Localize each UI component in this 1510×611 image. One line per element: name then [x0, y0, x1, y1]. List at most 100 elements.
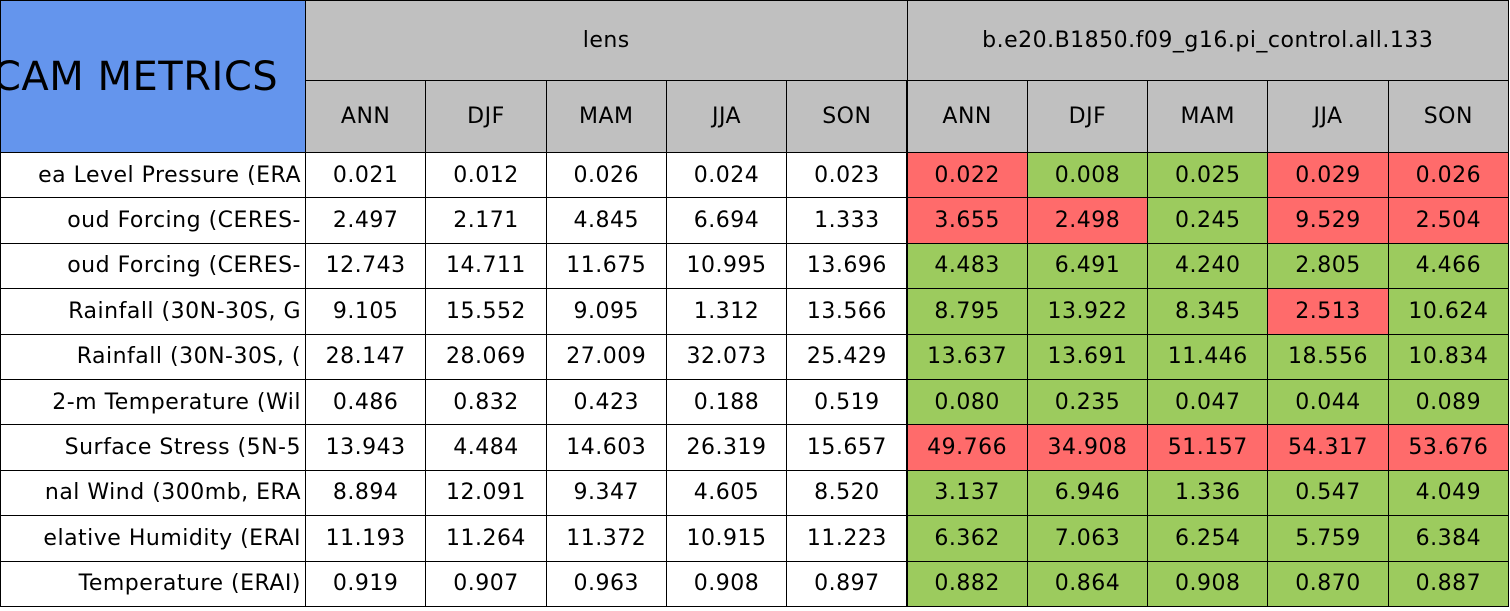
metric-cell-text: 9.105: [332, 298, 399, 324]
metric-cell-text: 8.345: [1175, 298, 1241, 324]
row-label-text: Temperature (ERAI): [78, 571, 301, 597]
metric-cell-text: 0.044: [1295, 389, 1361, 415]
season-header: MAM: [1147, 80, 1269, 153]
metric-cell-text: 25.429: [806, 344, 887, 370]
metric-cell: 0.025: [1147, 152, 1269, 199]
group-header-text: lens: [582, 28, 630, 53]
metric-cell: 15.657: [786, 424, 908, 471]
metric-cell: 0.908: [1147, 560, 1269, 607]
metric-cell-text: 0.519: [814, 389, 880, 415]
metric-cell: 1.333: [786, 197, 908, 244]
metric-cell: 11.193: [305, 515, 427, 562]
metric-cell-text: 8.520: [814, 480, 880, 506]
season-header-text: MAM: [1180, 104, 1235, 129]
metric-cell-text: 0.080: [934, 389, 1000, 415]
metric-cell-text: 0.907: [453, 571, 519, 597]
season-header: ANN: [305, 80, 427, 153]
metric-cell: 25.429: [786, 333, 908, 380]
title-cell: CAM METRICS: [0, 0, 306, 153]
metric-cell: 12.091: [425, 469, 547, 517]
metric-cell: 2.171: [425, 197, 547, 244]
metric-cell-text: 5.759: [1295, 525, 1361, 551]
season-header-text: JJA: [1313, 104, 1343, 129]
metric-cell-text: 28.069: [445, 344, 526, 370]
metric-cell-text: 0.026: [573, 162, 639, 188]
row-label-text: elative Humidity (ERAI: [43, 525, 301, 551]
metric-cell: 8.894: [305, 469, 427, 517]
metric-cell-text: 1.312: [693, 298, 760, 324]
season-header-text: SON: [822, 104, 872, 129]
row-label-text: oud Forcing (CERES-: [67, 253, 301, 279]
metric-cell-text: 4.466: [1415, 253, 1482, 279]
metric-cell: 2.805: [1267, 242, 1389, 290]
metric-cell: 0.188: [665, 379, 788, 426]
metric-cell-text: 11.193: [325, 525, 406, 551]
metric-cell-text: 10.834: [1408, 344, 1489, 370]
metric-cell-text: 2.805: [1295, 253, 1361, 279]
metric-cell: 9.105: [305, 288, 427, 335]
metric-cell-text: 7.063: [1054, 525, 1121, 551]
metric-cell: 3.655: [906, 197, 1028, 244]
metric-cell: 11.675: [545, 242, 667, 290]
metric-cell: 0.008: [1026, 152, 1149, 199]
metric-cell: 27.009: [545, 333, 667, 380]
metric-cell: 0.080: [906, 379, 1028, 426]
metric-cell: 0.864: [1026, 560, 1149, 607]
metric-cell-text: 0.029: [1295, 162, 1361, 188]
row-label: oud Forcing (CERES-: [0, 242, 306, 290]
metric-cell-text: 0.047: [1175, 389, 1241, 415]
metric-cell: 0.021: [305, 152, 427, 199]
metric-cell: 13.922: [1026, 288, 1149, 335]
metric-cell: 8.345: [1147, 288, 1269, 335]
metric-cell-text: 4.484: [453, 435, 519, 461]
metric-cell: 0.023: [786, 152, 908, 199]
metric-cell-text: 10.915: [686, 525, 767, 551]
metric-cell: 49.766: [906, 424, 1028, 471]
metric-cell: 0.908: [665, 560, 788, 607]
metric-cell: 28.069: [425, 333, 547, 380]
metric-cell: 13.691: [1026, 333, 1149, 380]
metric-cell: 14.603: [545, 424, 667, 471]
metric-cell: 12.743: [305, 242, 427, 290]
metric-cell-text: 0.864: [1054, 571, 1121, 597]
metric-cell-text: 13.922: [1047, 298, 1128, 324]
row-label: Rainfall (30N-30S, G: [0, 288, 306, 335]
metric-cell-text: 2.171: [453, 208, 519, 234]
metric-cell: 10.834: [1387, 333, 1509, 380]
metric-cell-text: 3.655: [934, 208, 1000, 234]
group-header-text: b.e20.B1850.f09_g16.pi_control.all.133: [982, 28, 1434, 53]
metric-cell: 6.384: [1387, 515, 1509, 562]
metric-cell: 7.063: [1026, 515, 1149, 562]
metric-cell-text: 13.696: [806, 253, 887, 279]
season-header: JJA: [1267, 80, 1389, 153]
season-header: DJF: [1026, 80, 1149, 153]
metric-cell-text: 0.008: [1054, 162, 1121, 188]
metric-cell: 11.223: [786, 515, 908, 562]
metric-cell: 0.897: [786, 560, 908, 607]
metric-cell: 8.520: [786, 469, 908, 517]
metric-cell: 51.157: [1147, 424, 1269, 471]
season-header: SON: [1387, 80, 1509, 153]
metric-cell-text: 9.529: [1295, 208, 1361, 234]
metric-cell-text: 4.049: [1415, 480, 1482, 506]
metric-cell: 0.547: [1267, 469, 1389, 517]
metric-cell-text: 4.483: [934, 253, 1000, 279]
metric-cell-text: 6.254: [1175, 525, 1241, 551]
metric-cell: 9.529: [1267, 197, 1389, 244]
metric-cell: 0.870: [1267, 560, 1389, 607]
metric-cell-text: 6.491: [1054, 253, 1121, 279]
metric-cell-text: 6.362: [934, 525, 1000, 551]
metric-cell-text: 10.995: [686, 253, 767, 279]
row-label: 2-m Temperature (Wil: [0, 379, 306, 426]
metric-cell-text: 6.946: [1054, 480, 1121, 506]
metric-cell-text: 13.566: [806, 298, 887, 324]
row-label-text: 2-m Temperature (Wil: [52, 389, 301, 415]
metric-cell: 13.637: [906, 333, 1028, 380]
metric-cell: 2.498: [1026, 197, 1149, 244]
metric-cell-text: 13.637: [927, 344, 1008, 370]
metric-cell: 4.466: [1387, 242, 1509, 290]
metric-cell: 4.845: [545, 197, 667, 244]
title-cell-text: CAM METRICS: [0, 53, 279, 100]
metric-cell-text: 0.882: [934, 571, 1000, 597]
metric-cell: 0.089: [1387, 379, 1509, 426]
